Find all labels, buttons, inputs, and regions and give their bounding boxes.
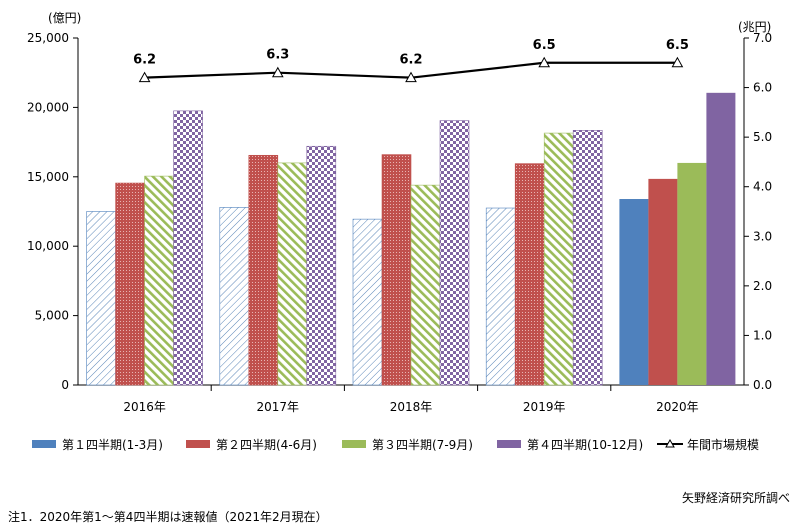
legend-swatch-q3 bbox=[342, 440, 366, 448]
bar-q1-0 bbox=[86, 211, 116, 386]
y-left-tick-label: 10,000 bbox=[27, 239, 69, 253]
y-right-tick-label: 0.0 bbox=[753, 378, 772, 392]
bar-q3-0 bbox=[144, 175, 174, 386]
bar-q2-1 bbox=[248, 154, 279, 386]
legend-label-q2: 第２四半期(4-6月) bbox=[216, 438, 317, 452]
y-left-tick-label: 25,000 bbox=[27, 31, 69, 45]
x-labels: 2016年 2017年 2018年 2019年 2020年 bbox=[123, 385, 699, 414]
legend-label-line: 年間市場規模 bbox=[687, 437, 759, 452]
line-data-label: 6.2 bbox=[399, 53, 422, 68]
y-left-unit: (億円) bbox=[48, 11, 81, 25]
line-data-label: 6.5 bbox=[533, 38, 556, 53]
bar-q2-3 bbox=[514, 163, 545, 386]
y-left-tick-label: 5,000 bbox=[35, 309, 69, 323]
y-right-unit: (兆円) bbox=[738, 20, 771, 34]
line-marker bbox=[138, 71, 151, 83]
bar-q1-2 bbox=[352, 218, 383, 386]
x-tick-label: 2016年 bbox=[123, 400, 166, 414]
y-left-tick-label: 0 bbox=[61, 378, 69, 392]
line-marker bbox=[405, 71, 417, 83]
bar-q1-1 bbox=[219, 207, 250, 386]
y-right-ticks: 0.0 1.0 2.0 3.0 4.0 5.0 6.0 7.0 bbox=[744, 31, 772, 392]
line-marker bbox=[671, 56, 684, 68]
bar-q4-1 bbox=[306, 145, 337, 386]
legend-label-q1: 第１四半期(1-3月) bbox=[62, 438, 163, 452]
y-right-tick-label: 1.0 bbox=[753, 328, 772, 342]
y-right-tick-label: 3.0 bbox=[753, 229, 772, 243]
y-left-ticks: 0 5,000 10,000 15,000 20,000 25,000 bbox=[27, 31, 78, 392]
line-marker bbox=[271, 66, 284, 78]
legend-line-marker bbox=[665, 438, 675, 448]
line-data-label: 6.3 bbox=[266, 48, 289, 63]
legend: 第１四半期(1-3月) 第２四半期(4-6月) 第３四半期(7-9月) 第４四半期(1… bbox=[32, 437, 759, 452]
x-tick-label: 2019年 bbox=[523, 400, 566, 414]
x-tick-label: 2020年 bbox=[656, 400, 699, 414]
legend-swatch-q4 bbox=[497, 440, 521, 448]
line-data-label: 6.2 bbox=[133, 53, 156, 68]
bar-q4-2 bbox=[439, 120, 470, 386]
bar-q2-0 bbox=[115, 182, 145, 386]
bar-q3-2 bbox=[410, 184, 441, 386]
bars bbox=[86, 92, 736, 386]
footnote: 注1．2020年第1～第4四半期は速報値（2021年2月現在） bbox=[8, 510, 328, 524]
legend-label-q3: 第３四半期(7-9月) bbox=[372, 438, 473, 452]
bar-q3-4 bbox=[677, 162, 707, 385]
bar-q1-4 bbox=[619, 199, 649, 385]
source-note: 矢野経済研究所調べ bbox=[681, 491, 790, 505]
bar-q1-3 bbox=[485, 207, 516, 386]
annual-market-size-line: 6.2 6.3 6.2 6.5 6.5 bbox=[133, 38, 689, 83]
y-left-tick-label: 20,000 bbox=[27, 100, 69, 114]
y-right-tick-label: 4.0 bbox=[753, 180, 772, 194]
legend-label-q4: 第４四半期(10-12月) bbox=[527, 438, 643, 452]
bar-q4-4 bbox=[706, 92, 736, 386]
y-right-tick-label: 6.0 bbox=[753, 81, 772, 95]
y-right-tick-label: 5.0 bbox=[753, 130, 772, 144]
x-tick-label: 2017年 bbox=[257, 400, 300, 414]
line-marker bbox=[538, 56, 551, 68]
bar-q2-2 bbox=[381, 154, 412, 386]
y-right-tick-label: 7.0 bbox=[753, 31, 772, 45]
bar-q2-4 bbox=[648, 178, 678, 385]
x-tick-label: 2018年 bbox=[390, 400, 433, 414]
y-right-tick-label: 2.0 bbox=[753, 279, 772, 293]
y-left-tick-label: 15,000 bbox=[27, 170, 69, 184]
line-data-label: 6.5 bbox=[666, 38, 689, 53]
bar-q4-0 bbox=[173, 110, 203, 386]
bar-q3-3 bbox=[543, 132, 574, 386]
bar-q3-1 bbox=[277, 162, 308, 386]
legend-swatch-q2 bbox=[186, 440, 210, 448]
legend-swatch-q1 bbox=[32, 440, 56, 448]
bar-q4-3 bbox=[572, 130, 603, 386]
